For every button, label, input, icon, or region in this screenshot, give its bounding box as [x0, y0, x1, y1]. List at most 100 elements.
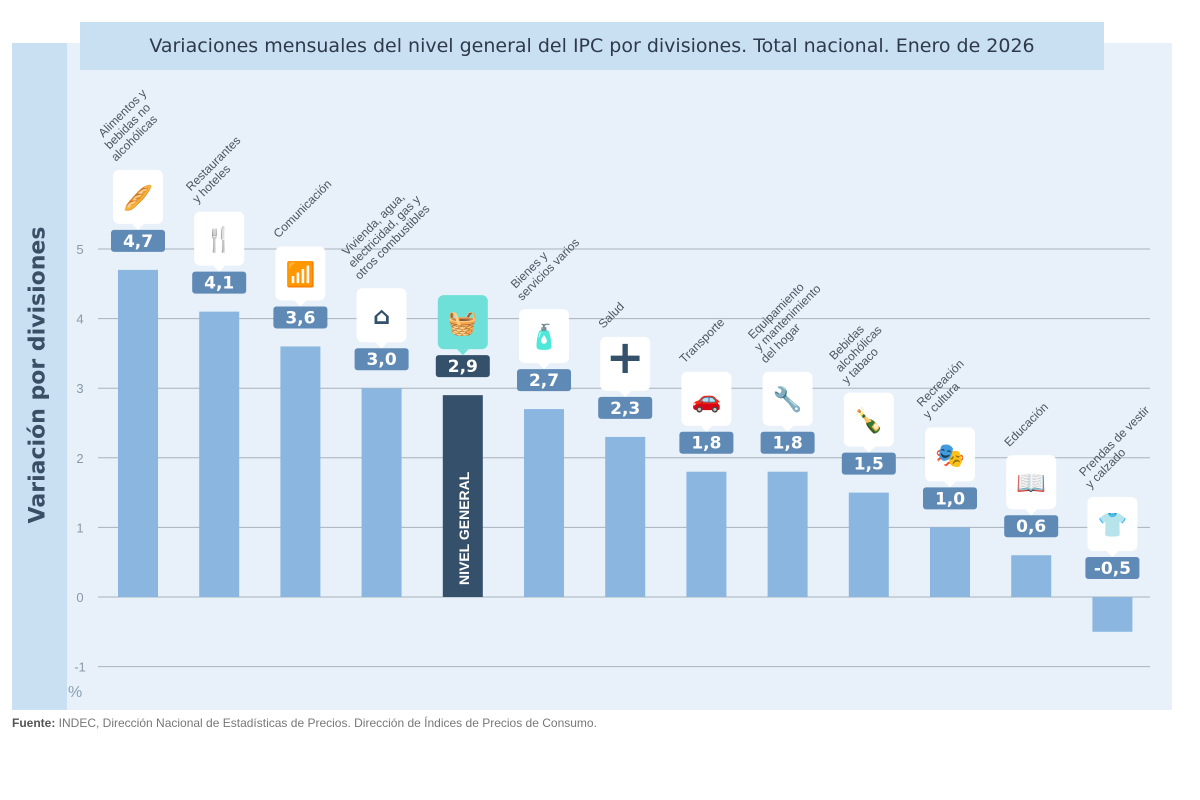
wifi-icon: 📶 — [285, 260, 315, 288]
icon-pointer — [538, 363, 550, 370]
icon-box — [194, 211, 245, 266]
value-label: 1,0 — [935, 489, 965, 509]
value-label: 3,0 — [367, 350, 397, 370]
icon-box — [1087, 497, 1138, 551]
bar — [767, 471, 808, 597]
bar — [442, 395, 483, 597]
value-badge — [517, 369, 571, 392]
source-note: Fuente: INDEC, Dirección Nacional de Est… — [12, 716, 597, 730]
bar — [524, 409, 564, 597]
restaurant-hotel-icon: 🍴 — [204, 226, 234, 254]
icon-box — [519, 309, 569, 364]
icon-pointer — [132, 223, 144, 230]
value-badge — [354, 348, 409, 371]
bar — [1092, 597, 1133, 632]
y-tick-label: 4 — [76, 312, 83, 327]
value-label: 0,6 — [1016, 517, 1046, 537]
value-badge — [598, 396, 653, 419]
personal-care-icon: 🧴 — [529, 323, 559, 351]
icon-box — [437, 295, 488, 350]
y-tick-label: 2 — [76, 451, 83, 466]
category-label-line: Salud — [595, 299, 627, 331]
highlight-bar-text: NIVEL GENERAL — [456, 471, 472, 585]
bar — [930, 527, 970, 597]
value-label: 4,7 — [123, 232, 153, 252]
theater-masks-icon: 🎭 — [935, 441, 965, 469]
y-tick-label: 3 — [76, 381, 83, 396]
y-axis-panel — [12, 43, 67, 710]
tools-icon: 🔧 — [773, 385, 803, 414]
category-label: Salud — [595, 299, 627, 331]
value-label: 2,9 — [448, 357, 478, 377]
icon-pointer — [375, 342, 388, 349]
value-badge — [841, 452, 896, 475]
value-badge — [111, 229, 165, 252]
icon-box — [843, 392, 894, 447]
icon-box — [356, 288, 407, 343]
car-repair-icon: 🚗 — [691, 386, 721, 414]
category-label-line: Educación — [1001, 400, 1051, 450]
value-label: 2,7 — [529, 371, 559, 391]
bar — [118, 269, 158, 597]
icon-pointer — [213, 265, 226, 272]
icon-pointer — [619, 390, 632, 397]
icon-pointer — [294, 300, 307, 307]
category-label: Transporte — [677, 315, 728, 366]
value-badge — [1085, 557, 1140, 579]
bar — [361, 388, 402, 597]
icon-box — [681, 371, 732, 426]
value-badge — [1004, 515, 1059, 538]
icon-box — [1006, 455, 1057, 510]
health-cross-icon: + — [606, 330, 645, 384]
food-icon: 🥖 — [123, 184, 153, 212]
bar — [605, 436, 646, 597]
bar — [199, 311, 240, 597]
icon-pointer — [1025, 509, 1038, 516]
bar — [848, 492, 889, 597]
value-label: 4,1 — [204, 274, 234, 294]
y-tick-label: 1 — [76, 520, 83, 535]
source-label: Fuente: — [12, 716, 56, 730]
value-label: 3,6 — [285, 308, 315, 328]
bar — [686, 471, 727, 597]
basket-icon: 🧺 — [448, 309, 478, 337]
icon-box — [600, 336, 651, 391]
source-text: INDEC, Dirección Nacional de Estadística… — [55, 716, 597, 730]
y-tick-label: 5 — [76, 242, 83, 257]
bar — [280, 346, 321, 597]
y-axis-unit: % — [68, 684, 83, 701]
value-label: 1,8 — [773, 434, 803, 454]
icon-box — [275, 246, 326, 301]
value-label: 2,3 — [610, 399, 640, 419]
value-badge — [760, 431, 815, 454]
value-badge — [923, 487, 977, 510]
value-badge — [679, 431, 734, 454]
icon-pointer — [862, 446, 875, 453]
value-badge — [435, 355, 490, 378]
category-label-line: Transporte — [677, 315, 728, 366]
icon-box — [113, 169, 163, 224]
shirt-icon: 👕 — [1097, 511, 1127, 539]
icon-box — [762, 371, 813, 426]
icon-pointer — [456, 349, 469, 356]
icon-pointer — [700, 425, 713, 432]
category-label: Vivienda, agua,electricidad, gas yotros … — [339, 190, 432, 282]
icon-pointer — [781, 425, 794, 432]
icon-box — [925, 427, 975, 482]
house-energy-icon: ⌂ — [373, 302, 390, 330]
value-badge — [192, 271, 247, 294]
category-label: Comunicación — [271, 177, 335, 241]
y-tick-label: 0 — [76, 590, 83, 605]
y-tick-label: -1 — [74, 660, 86, 675]
chart-title: Variaciones mensuales del nivel general … — [80, 22, 1104, 70]
value-label: -0,5 — [1094, 559, 1131, 579]
value-badge — [273, 306, 328, 329]
book-icon: 📖 — [1016, 469, 1046, 497]
icon-pointer — [944, 481, 956, 488]
